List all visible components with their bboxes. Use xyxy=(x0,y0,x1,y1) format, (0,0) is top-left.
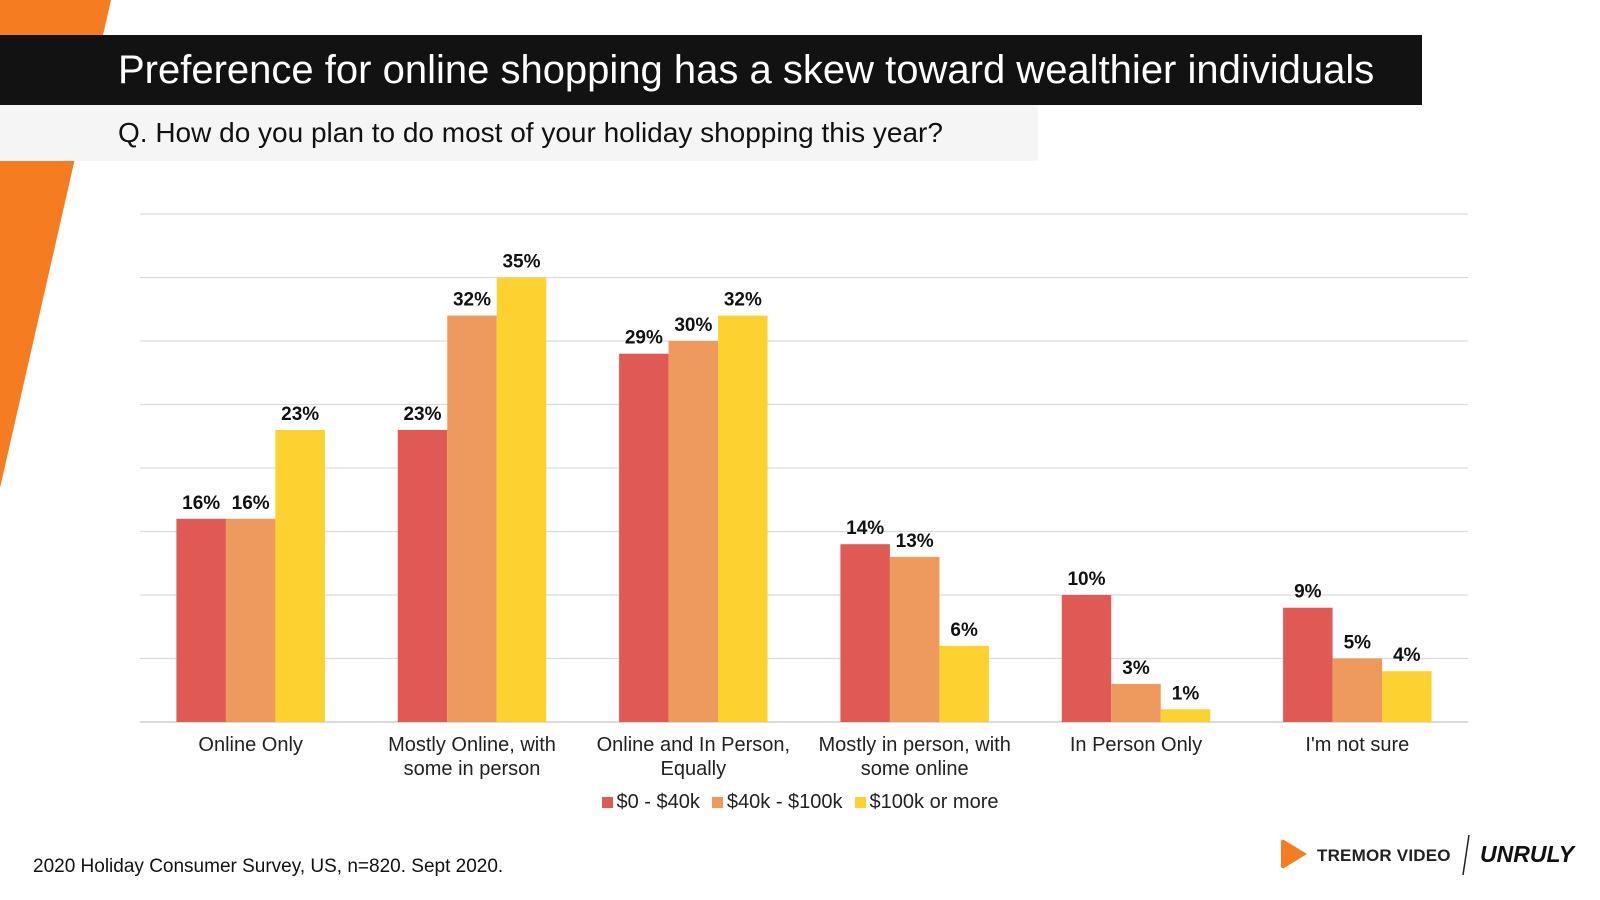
bar xyxy=(176,518,226,722)
title-bar: Preference for online shopping has a ske… xyxy=(0,35,1422,105)
footnote: 2020 Holiday Consumer Survey, US, n=820.… xyxy=(33,856,504,877)
gridlines xyxy=(140,213,1468,723)
data-label: 14% xyxy=(846,518,884,539)
legend-label: $40k - $100k xyxy=(726,791,843,813)
legend: $0 - $40k $40k - $100k $100k or more xyxy=(0,791,1600,814)
legend-label: $0 - $40k xyxy=(616,791,700,813)
page-subtitle: Q. How do you plan to do most of your ho… xyxy=(118,117,943,148)
data-label: 29% xyxy=(625,328,663,349)
bar xyxy=(447,315,497,722)
bar xyxy=(1382,671,1432,722)
data-label: 13% xyxy=(896,531,934,552)
data-label: 30% xyxy=(674,315,712,336)
legend-item: $0 - $40k xyxy=(601,791,700,814)
play-icon xyxy=(1281,839,1307,869)
data-label: 16% xyxy=(182,493,220,514)
data-label: 32% xyxy=(453,290,491,311)
data-label: 9% xyxy=(1294,582,1322,603)
legend-swatch xyxy=(711,797,723,808)
data-label: 1% xyxy=(1172,683,1200,704)
bar xyxy=(1061,595,1112,722)
bar xyxy=(718,315,768,722)
category-label: Mostly Online, with xyxy=(388,734,556,756)
category-label: Online Only xyxy=(198,734,303,756)
data-label: 10% xyxy=(1067,569,1105,590)
bars xyxy=(176,277,1432,722)
bar xyxy=(1283,607,1333,722)
bar xyxy=(1111,683,1161,722)
bar xyxy=(840,544,890,722)
data-label: 35% xyxy=(502,252,540,273)
data-labels: 16% 16% 23% 23% 32% 35% 29% 30% 32% 14% 13% 6% 10% 3%… xyxy=(182,252,1421,705)
data-label: 23% xyxy=(281,404,319,425)
bar xyxy=(496,277,547,722)
subtitle-bar: Q. How do you plan to do most of your ho… xyxy=(0,105,1038,161)
logos: TREMOR VIDEO UNRULY xyxy=(1280,832,1590,882)
bar xyxy=(1332,658,1383,722)
page-title: Preference for online shopping has a ske… xyxy=(118,48,1375,92)
legend-item: $40k - $100k xyxy=(711,791,843,814)
data-label: 23% xyxy=(403,404,441,425)
bar xyxy=(619,353,669,722)
category-label: some online xyxy=(861,758,969,780)
legend-label: $100k or more xyxy=(869,791,999,813)
bar xyxy=(939,645,989,722)
category-label: I'm not sure xyxy=(1305,734,1409,756)
legend-swatch xyxy=(854,797,866,808)
data-label: 32% xyxy=(724,290,762,311)
category-label: some in person xyxy=(404,758,541,780)
data-label: 6% xyxy=(950,620,978,641)
data-label: 4% xyxy=(1393,645,1421,666)
data-label: 3% xyxy=(1122,658,1150,679)
bar xyxy=(668,341,719,722)
category-label: Online and In Person, xyxy=(597,734,790,756)
legend-item: $100k or more xyxy=(854,791,999,814)
legend-swatch xyxy=(601,797,613,808)
logo-divider xyxy=(1462,834,1470,876)
unruly-logo: UNRULY xyxy=(1480,841,1575,867)
data-label: 5% xyxy=(1344,633,1372,654)
category-label: In Person Only xyxy=(1070,734,1202,756)
bar xyxy=(225,518,276,722)
bar xyxy=(889,556,940,722)
bar xyxy=(275,429,325,722)
bar xyxy=(1160,709,1211,722)
category-label: Equally xyxy=(661,758,727,780)
tremor-video-logo: TREMOR VIDEO xyxy=(1317,846,1451,865)
category-label: Mostly in person, with xyxy=(819,734,1011,756)
bar xyxy=(397,429,448,722)
data-label: 16% xyxy=(232,493,270,514)
